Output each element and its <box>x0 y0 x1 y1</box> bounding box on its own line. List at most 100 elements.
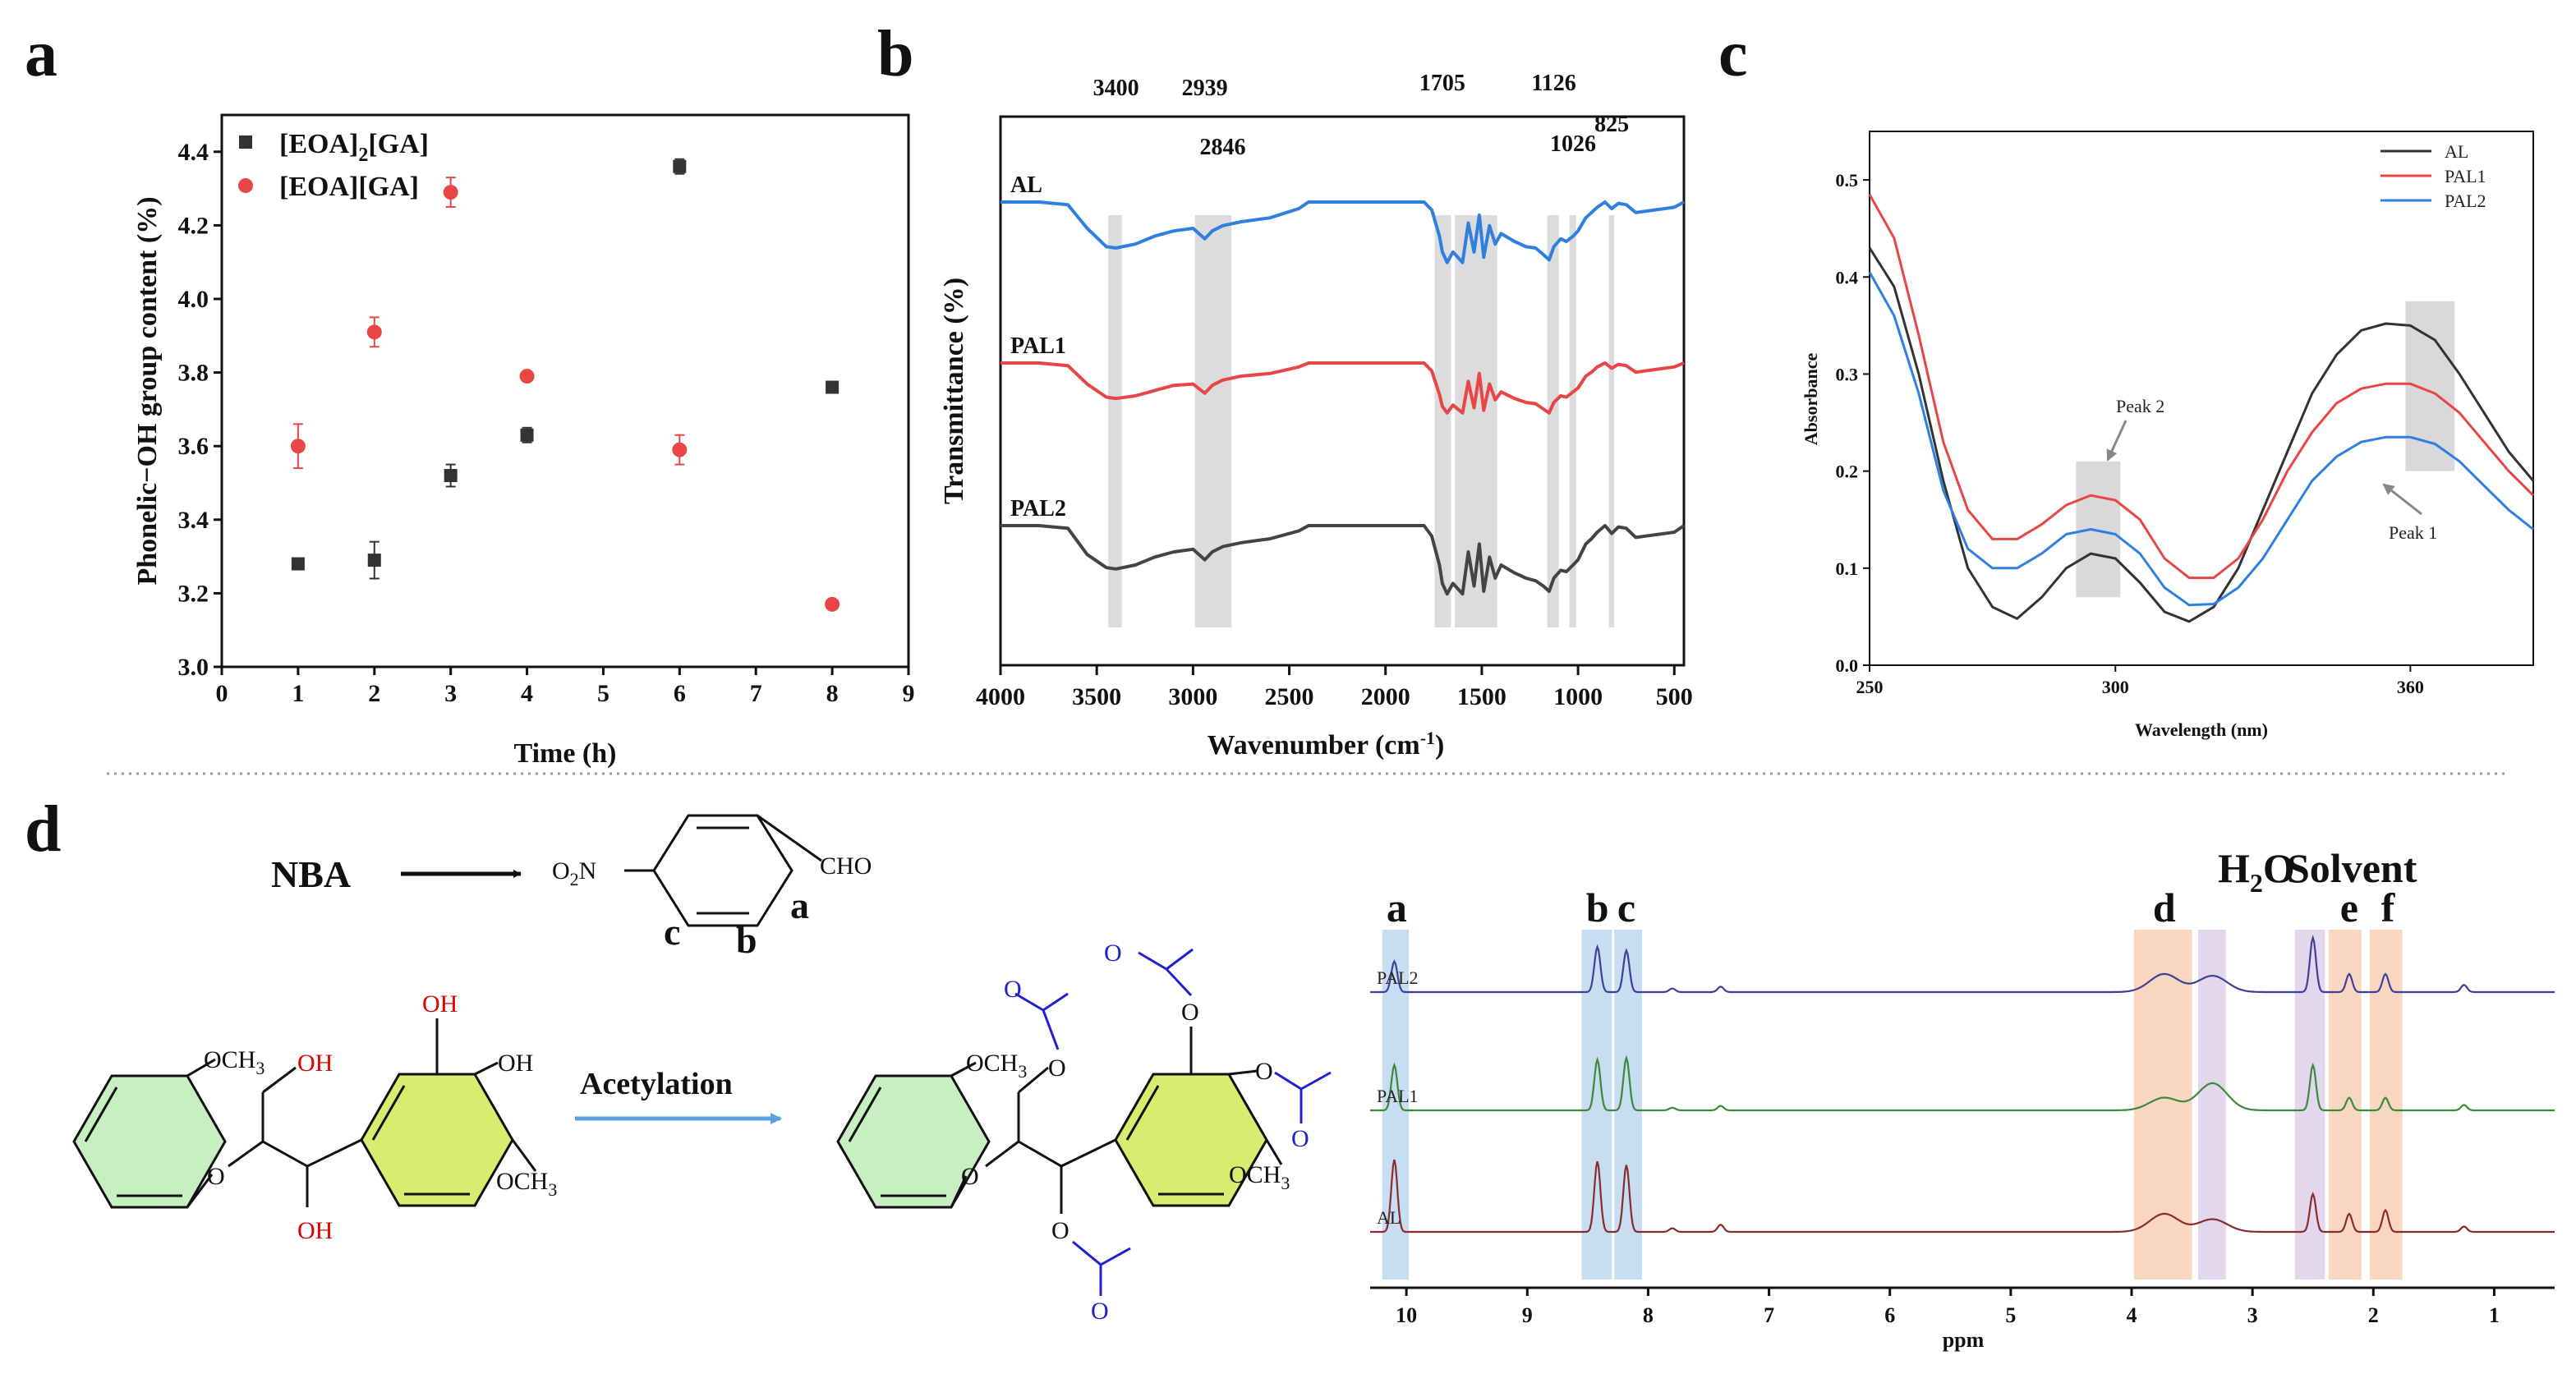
ring-double-bond <box>84 1087 118 1142</box>
acetyl-group-2 <box>1072 1240 1131 1296</box>
panel-label-a: a <box>25 18 58 90</box>
chain-bond <box>1018 1066 1049 1094</box>
x-tick-label: 7 <box>750 680 762 707</box>
series-line-pal2 <box>1000 524 1686 596</box>
x-tick-label: 1000 <box>1553 683 1603 710</box>
data-point-circle <box>519 369 535 384</box>
y-tick-label: 3.6 <box>178 433 209 460</box>
legend-marker-circle <box>238 178 253 193</box>
nmr-series-label-al: AL <box>1377 1207 1401 1228</box>
x-tick-label: 1 <box>292 680 304 707</box>
panel-label-c: c <box>1718 18 1748 90</box>
series-line-pal1 <box>1000 361 1685 415</box>
series-label-pal1: PAL1 <box>1010 333 1066 359</box>
peak-label: 2939 <box>1182 76 1228 101</box>
solvent-label: Solvent <box>2287 845 2417 891</box>
methoxy-bond <box>1265 1139 1283 1165</box>
data-point-square <box>444 469 458 483</box>
x-tick-label: 10 <box>1396 1303 1417 1327</box>
chart-b-frame <box>999 115 1686 667</box>
data-point-circle <box>290 439 306 454</box>
data-point-square <box>520 428 534 442</box>
ring-double-bond <box>848 1087 882 1142</box>
legend-marker-square <box>239 136 252 149</box>
methoxy-bond <box>511 1139 537 1172</box>
x-tick-label: 0 <box>216 680 228 707</box>
shaded-band <box>1108 215 1122 627</box>
data-point-circle <box>825 596 840 612</box>
series-line-al <box>1868 246 2535 623</box>
acetyl-group-3 <box>1138 948 1194 997</box>
methoxy-label-product-left: OCH3 <box>966 1050 1027 1082</box>
ether-o-label-product: O <box>961 1163 979 1190</box>
y-tick-label: 0.0 <box>1836 655 1859 676</box>
acetate-o-label-3: O <box>1181 999 1199 1026</box>
acetate-o-label-4: O <box>1255 1058 1273 1085</box>
nmr-series-label-pal1: PAL1 <box>1377 1086 1419 1106</box>
panel-label-b: b <box>877 18 914 90</box>
acetyl-o-label-3: O <box>1104 940 1122 967</box>
x-tick-label: 6 <box>1884 1303 1895 1327</box>
peak-label: 1126 <box>1531 71 1576 96</box>
ring-double-bond <box>1125 1085 1160 1141</box>
x-tick-label: 5 <box>597 680 610 707</box>
chart-c: Wavelength (nm) Absorbance Peak 2 Peak 1 2… <box>1801 131 2535 740</box>
nmr-peak-letter: d <box>2153 884 2176 930</box>
chart-a-frame <box>220 113 910 669</box>
y-tick-label: 0.2 <box>1836 462 1859 482</box>
methoxy-label-right: OCH3 <box>496 1168 557 1200</box>
ether-bond <box>950 1175 968 1208</box>
y-tick-label: 3.8 <box>178 360 209 387</box>
guaiacyl-ring-right <box>836 1074 991 1209</box>
data-point-square <box>826 380 840 394</box>
nmr-peak-letter: c <box>1617 884 1635 930</box>
nmr-spectrum-al <box>1370 1159 2555 1234</box>
x-tick-label: 3 <box>444 680 457 707</box>
nmr-peak-letter: b <box>1586 884 1609 930</box>
chart-a-ylabel: Phonelic−OH group content (%) <box>132 196 163 585</box>
ring-double-bond <box>371 1085 406 1141</box>
x-tick-label: 4 <box>2127 1303 2137 1327</box>
peak-annotation-label: Peak 2 <box>2116 396 2164 416</box>
nmr-peak-letter: a <box>1387 884 1407 930</box>
chain-bond <box>262 1066 297 1094</box>
h2o-label: H2O <box>2218 845 2295 898</box>
y-tick-label: 3.2 <box>178 580 209 607</box>
x-tick-label: 8 <box>826 680 839 707</box>
chart-a: Time (h) Phonelic−OH group content (%) [… <box>132 113 915 769</box>
x-tick-label: 7 <box>1764 1303 1774 1327</box>
chart-c-xlabel: Wavelength (nm) <box>2135 719 2268 740</box>
x-tick-label: 3000 <box>1168 683 1217 710</box>
chart-c-ylabel: Absorbance <box>1801 353 1821 446</box>
peak-label: 1705 <box>1419 71 1465 96</box>
x-tick-label: 250 <box>1856 677 1884 697</box>
y-tick-label: 4.2 <box>178 212 209 239</box>
y-tick-label: 0.1 <box>1836 558 1859 579</box>
y-tick-label: 4.4 <box>178 139 209 166</box>
nmr-band-purple <box>2294 930 2325 1280</box>
chart-d: ppm H2O Solvent PAL2 PAL1 AL 10 9 8 7 6 5 4 3 2 1 a b c… <box>1370 845 2555 1352</box>
x-tick-label: 4 <box>521 680 533 707</box>
x-tick-label: 3500 <box>1072 683 1121 710</box>
x-tick-label: 9 <box>1522 1303 1533 1327</box>
peak-label: 2846 <box>1199 135 1245 160</box>
chart-b-xlabel: Wavenumber (cm-1) <box>1208 728 1445 760</box>
acetylation-label: Acetylation <box>580 1067 733 1101</box>
series-line-al <box>1000 200 1685 264</box>
y-tick-label: 0.5 <box>1836 170 1859 191</box>
x-tick-label: 2500 <box>1265 683 1314 710</box>
chart-d-xlabel: ppm <box>1943 1328 1985 1352</box>
nmr-band-blue <box>1382 930 1410 1280</box>
reaction-scheme: NBA O2N CHO a b c OCH3 O OH OH OH <box>72 814 1332 1325</box>
panel-label-d: d <box>25 793 62 866</box>
peak-label: 3400 <box>1093 76 1139 101</box>
ether-bond <box>186 1174 214 1208</box>
legend-label-pal2: PAL2 <box>2445 191 2486 211</box>
x-tick-label: 1500 <box>1457 683 1506 710</box>
nitro-group-label: O2N <box>552 857 596 889</box>
y-tick-label: 0.3 <box>1836 364 1859 384</box>
nmr-band-purple <box>2197 930 2226 1280</box>
chart-b: Wavenumber (cm-1) Transmittance (%) AL PA… <box>939 71 1693 760</box>
methoxy-bond <box>186 1058 216 1077</box>
nmr-series-label-pal2: PAL2 <box>1377 967 1419 988</box>
